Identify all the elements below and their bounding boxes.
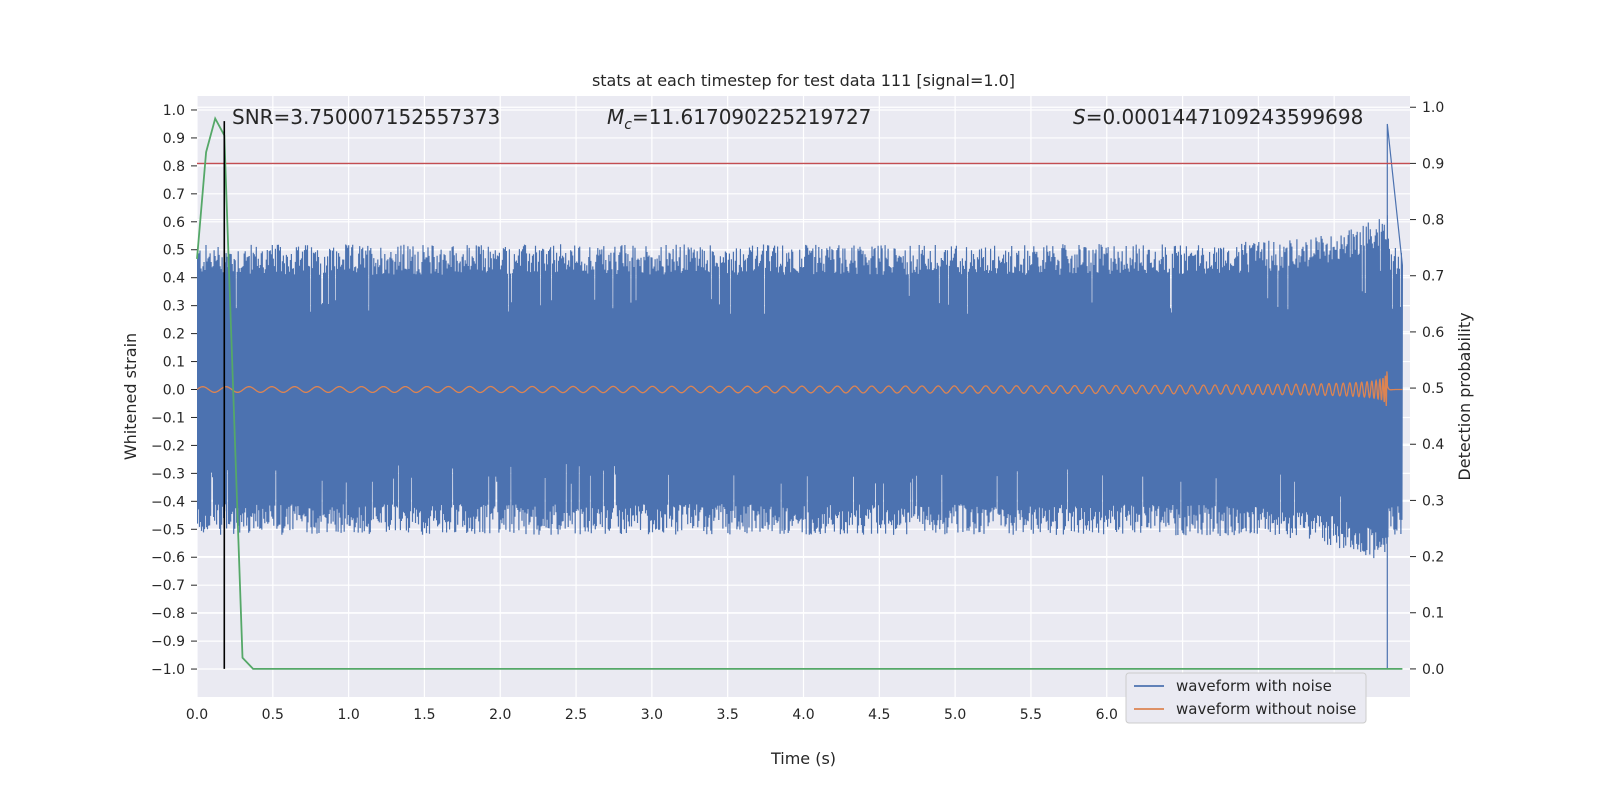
y-tick-label: −0.7	[151, 578, 185, 594]
x-tick-label: 2.5	[565, 707, 587, 723]
snr-annotation: SNR=3.750007152557373	[232, 105, 500, 129]
y2-tick-label: 0.6	[1422, 325, 1444, 341]
chirp-mass-annotation: Mc=11.617090225219727	[607, 105, 871, 133]
mc-subscript: c	[624, 117, 632, 133]
x-tick-label: 1.0	[337, 707, 359, 723]
legend-box	[1125, 672, 1367, 724]
x-tick-label: 6.0	[1096, 707, 1118, 723]
x-tick-label: 5.5	[1020, 707, 1042, 723]
series-noisy-waveform	[197, 123, 1404, 669]
y-tick-label: 0.2	[163, 327, 185, 343]
s-annotation: S=0.0001447109243599698	[1073, 105, 1363, 129]
chart-title: stats at each timestep for test data 111…	[592, 71, 1015, 90]
y-tick-label: −0.3	[151, 466, 185, 482]
y-tick-label: −0.1	[151, 410, 185, 426]
x-tick-label: 0.0	[186, 707, 208, 723]
y-tick-label: 0.8	[163, 159, 185, 175]
x-tick-label: 0.5	[262, 707, 284, 723]
y2-tick-label: 0.0	[1422, 662, 1444, 678]
y2-tick-label: 0.3	[1422, 493, 1444, 509]
y2-tick-label: 0.1	[1422, 606, 1444, 622]
y-tick-label: −0.5	[151, 522, 185, 538]
mc-value: =11.617090225219727	[632, 105, 871, 129]
series-clean-waveform	[197, 371, 1403, 407]
y-tick-label: 0.5	[163, 243, 185, 259]
y-tick-label: 0.3	[163, 299, 185, 315]
legend-label-clean: waveform without noise	[1176, 700, 1356, 718]
s-symbol: S	[1073, 105, 1086, 129]
y-tick-label: −1.0	[151, 662, 185, 678]
y-tick-label: 0.0	[163, 383, 185, 399]
y2-tick-label: 0.8	[1422, 213, 1444, 229]
x-tick-label: 3.0	[641, 707, 663, 723]
y2-tick-label: 0.9	[1422, 156, 1444, 172]
y2-tick-label: 1.0	[1422, 100, 1444, 116]
s-value: =0.0001447109243599698	[1086, 105, 1364, 129]
y-tick-label: −0.6	[151, 550, 185, 566]
y-tick-label: 0.9	[163, 131, 185, 147]
y-tick-label: 0.1	[163, 355, 185, 371]
y-tick-label: 0.7	[163, 187, 185, 203]
y-tick-label: −0.9	[151, 634, 185, 650]
y-axis-label: Whitened strain	[121, 333, 140, 460]
mc-symbol: M	[607, 105, 624, 129]
y-tick-label: −0.2	[151, 438, 185, 454]
x-tick-label: 4.0	[792, 707, 814, 723]
y-tick-label: −0.4	[151, 494, 185, 510]
y2-tick-label: 0.2	[1422, 550, 1444, 566]
y-tick-label: 1.0	[163, 103, 185, 119]
y2-tick-label: 0.4	[1422, 437, 1444, 453]
x-tick-label: 3.5	[717, 707, 739, 723]
y2-tick-label: 0.5	[1422, 381, 1444, 397]
legend: waveform with noise waveform without noi…	[1125, 672, 1367, 724]
y-tick-label: −0.8	[151, 606, 185, 622]
x-tick-label: 4.5	[868, 707, 890, 723]
x-tick-label: 5.0	[944, 707, 966, 723]
y-tick-label: 0.4	[163, 271, 185, 287]
y2-axis-label: Detection probability	[1455, 312, 1474, 480]
x-tick-label: 1.5	[413, 707, 435, 723]
x-tick-label: 2.0	[489, 707, 511, 723]
legend-label-noise: waveform with noise	[1176, 677, 1332, 695]
axes: 0.00.51.01.52.02.53.03.54.04.55.05.56.06…	[151, 100, 1444, 723]
y-tick-label: 0.6	[163, 215, 185, 231]
y2-tick-label: 0.7	[1422, 269, 1444, 285]
traces	[196, 116, 1410, 670]
x-axis-label: Time (s)	[770, 749, 836, 768]
